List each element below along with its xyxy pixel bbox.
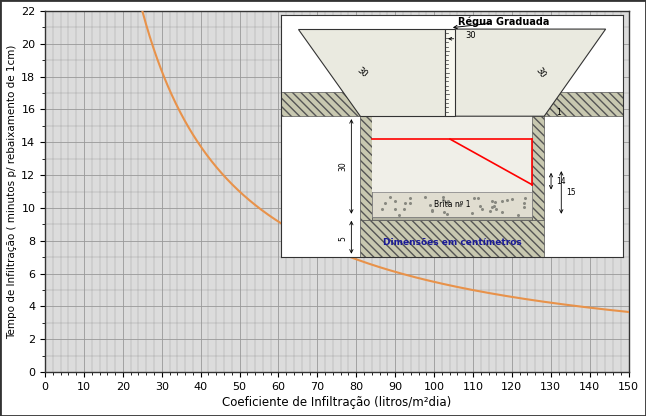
- X-axis label: Coeficiente de Infiltração (litros/m²dia): Coeficiente de Infiltração (litros/m²dia…: [222, 396, 452, 409]
- Y-axis label: Tempo de Infiltração ( minutos p/ rebaixamento de 1cm): Tempo de Infiltração ( minutos p/ rebaix…: [7, 45, 17, 339]
